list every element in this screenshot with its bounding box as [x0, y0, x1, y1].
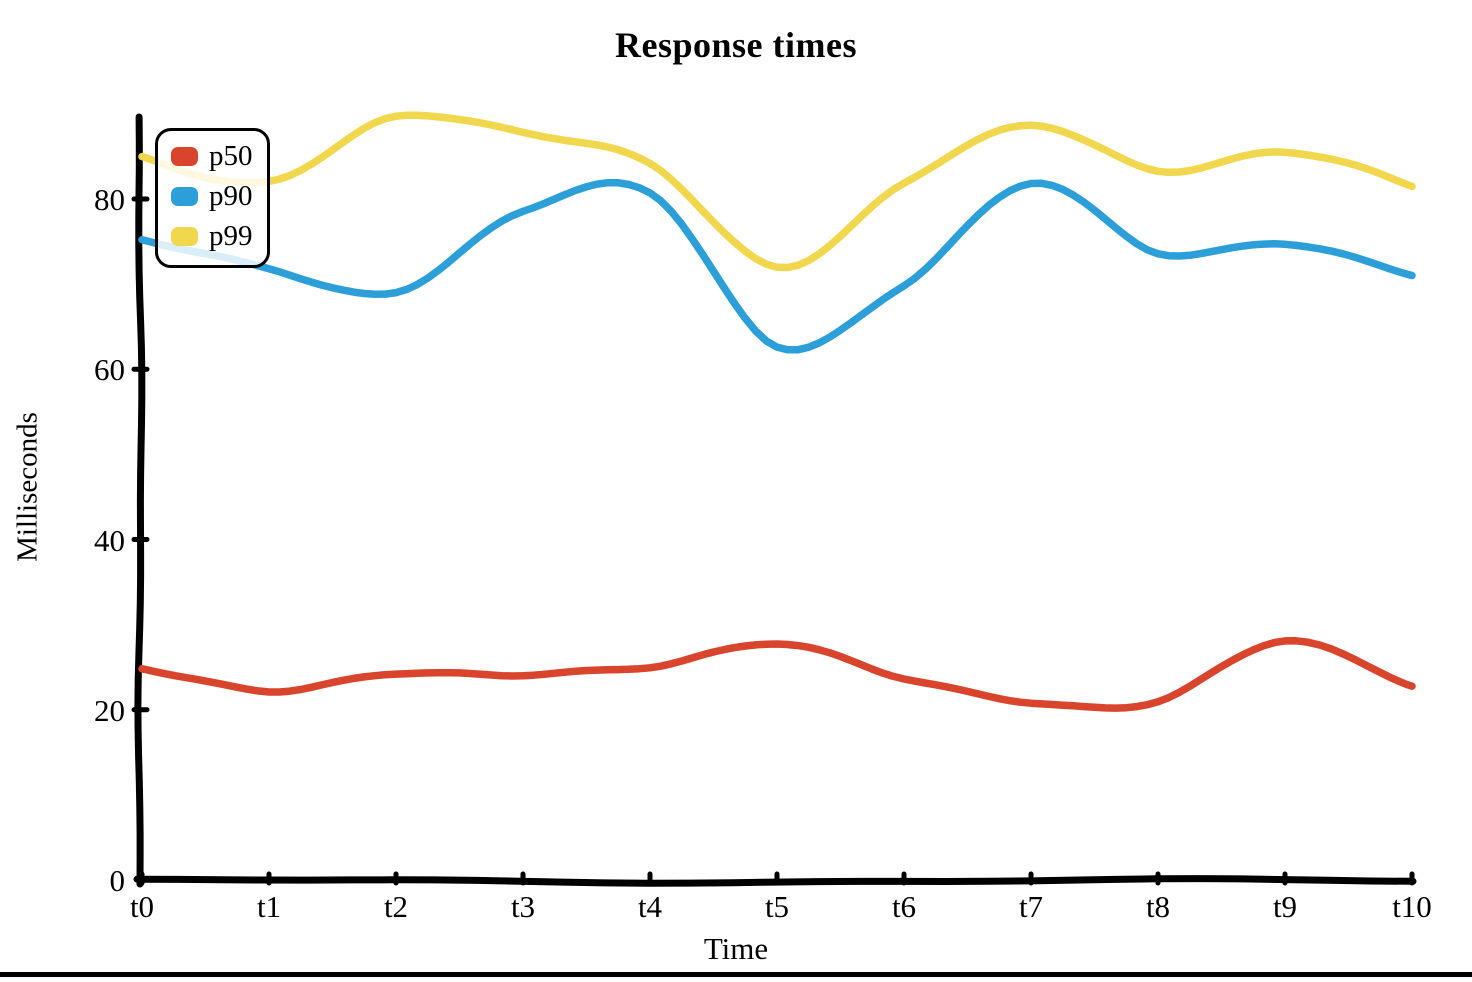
legend-item-p90: p90	[171, 179, 253, 213]
y-tick-label: 80	[94, 182, 125, 217]
x-tick-label: t8	[1145, 889, 1171, 924]
legend-label-p90: p90	[209, 179, 253, 212]
y-axis-line	[134, 113, 146, 888]
x-tick-label: t6	[891, 889, 917, 924]
legend-swatch-p90	[171, 187, 198, 207]
legend-item-p99: p99	[171, 219, 253, 253]
x-tick-label: t4	[637, 889, 663, 924]
chart-title: Response times	[615, 25, 857, 65]
x-tick-label: t7	[1018, 889, 1044, 924]
x-tick-label: t10	[1392, 889, 1432, 924]
x-axis-title: Time	[703, 931, 769, 966]
series-line-p99	[138, 111, 1416, 272]
series-line-p90	[138, 178, 1416, 354]
legend-item-p50: p50	[171, 140, 253, 173]
y-tick-label: 40	[94, 522, 125, 558]
x-tick-label: t1	[256, 889, 282, 924]
bottom-edge-line	[0, 972, 1472, 977]
y-tick-label: 0	[109, 863, 126, 898]
legend-label-p50: p50	[209, 140, 253, 172]
series-line-p50	[138, 637, 1416, 712]
x-tick-label: t2	[383, 889, 409, 924]
y-tick-label: 20	[94, 692, 125, 728]
x-tick-label: t3	[510, 889, 536, 924]
legend-label-p99: p99	[209, 219, 253, 252]
x-tick-label: t0	[129, 889, 155, 924]
x-tick-label: t5	[764, 889, 790, 924]
x-tick-label: t9	[1272, 889, 1298, 924]
y-tick-label: 60	[94, 352, 125, 388]
legend-swatch-p50	[171, 147, 198, 167]
legend: p50 p90 p99	[155, 128, 270, 268]
legend-swatch-p99	[171, 227, 198, 247]
